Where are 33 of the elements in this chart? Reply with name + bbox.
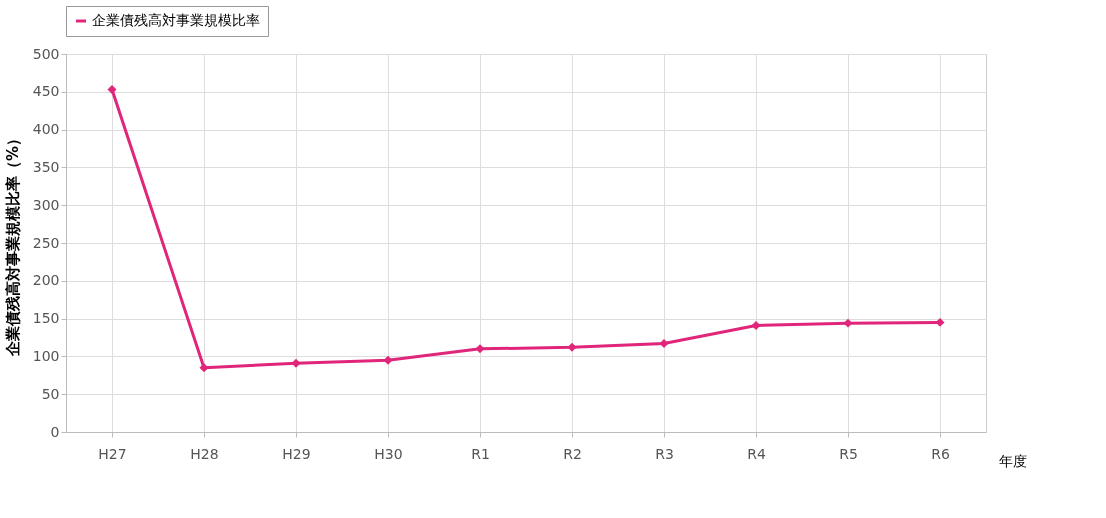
y-axis-title: 企業債残高対事業規模比率（%） — [3, 130, 22, 358]
x-tick-label: R5 — [839, 445, 858, 462]
point — [843, 318, 853, 328]
point — [567, 342, 577, 352]
y-tick-label: 400 — [32, 121, 60, 138]
x-tick-label: H29 — [282, 445, 311, 462]
point — [475, 344, 485, 354]
y-tick-label: 0 — [50, 423, 60, 440]
y-tick-label: 150 — [32, 310, 60, 327]
y-tick-label: 250 — [32, 234, 60, 251]
x-tick-label: R4 — [747, 445, 766, 462]
x-tick-label: R6 — [931, 445, 950, 462]
y-tick-label: 300 — [32, 196, 60, 213]
y-tick-label: 50 — [41, 385, 60, 402]
point — [659, 339, 669, 349]
point — [107, 85, 117, 94]
legend-label: 企業債残高対事業規模比率 — [92, 12, 260, 28]
y-tick-label: 200 — [32, 272, 60, 289]
point — [383, 355, 393, 365]
x-tick-label: H30 — [374, 445, 403, 462]
x-tick-label: R1 — [471, 445, 490, 462]
point — [199, 363, 209, 373]
point — [751, 320, 761, 330]
y-tick-label: 100 — [32, 347, 60, 364]
x-tick-label: H27 — [98, 445, 127, 462]
x-tick-label: R3 — [655, 445, 674, 462]
y-tick-label: 500 — [32, 45, 60, 62]
x-tick-label: R2 — [563, 445, 582, 462]
x-tick-label: H28 — [190, 445, 219, 462]
y-tick-label: 450 — [32, 83, 60, 100]
point — [291, 358, 301, 368]
x-axis-title: 年度 — [998, 452, 1027, 469]
y-tick-label: 350 — [32, 158, 60, 175]
